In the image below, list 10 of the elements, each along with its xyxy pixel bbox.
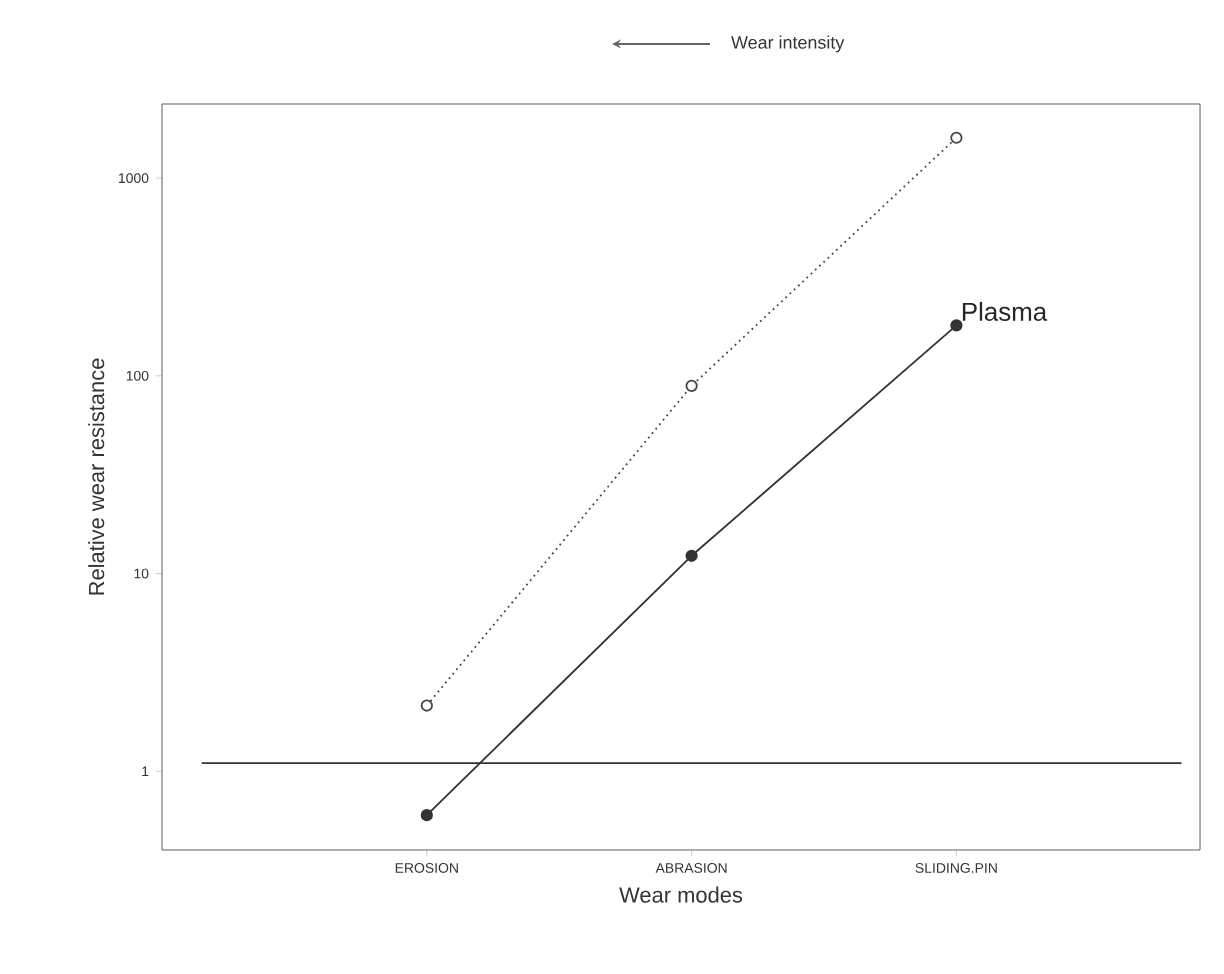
x-axis-title: Wear modes bbox=[619, 886, 743, 903]
point bbox=[420, 809, 433, 822]
y-axis-title: Relative wear resistance bbox=[88, 358, 105, 595]
point bbox=[950, 131, 963, 144]
point bbox=[685, 549, 698, 562]
text: Wear intensity bbox=[731, 35, 845, 53]
series-label: Plasma bbox=[962, 301, 1048, 321]
point bbox=[685, 379, 698, 392]
point bbox=[950, 319, 963, 332]
point bbox=[420, 699, 433, 712]
